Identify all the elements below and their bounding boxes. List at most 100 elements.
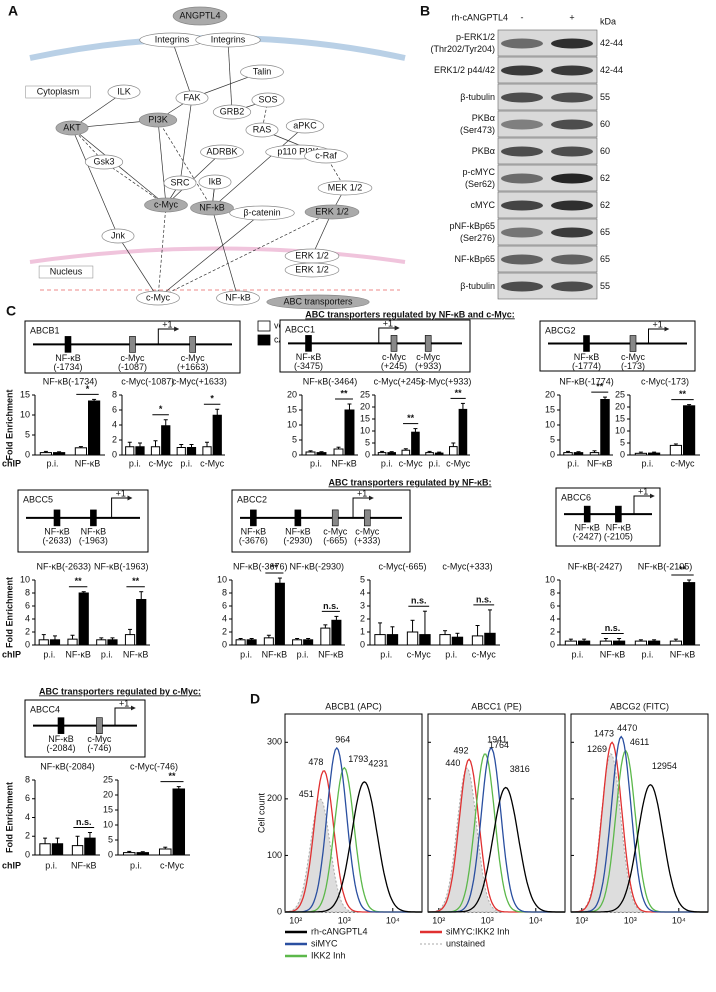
bar (406, 631, 419, 646)
bar (88, 400, 101, 456)
error-bar (249, 638, 254, 640)
tss-arrow (111, 495, 133, 518)
sig-label: ** (340, 388, 348, 398)
error-bar (336, 446, 341, 449)
group-label: c-Myc (472, 649, 496, 659)
kda-label: 42-44 (600, 38, 623, 48)
bar (53, 452, 66, 456)
histogram-curve (285, 746, 422, 913)
y-tick-label: 10 (20, 574, 30, 584)
gene-box (24, 699, 146, 758)
group-label: p.i. (641, 458, 653, 468)
bar (425, 452, 434, 456)
group-label: c-Myc (446, 458, 470, 468)
bar (344, 409, 355, 456)
binding-site (57, 717, 65, 734)
y-axis-label: Cell count (256, 792, 266, 833)
error-bar (652, 639, 657, 642)
chart-title: c-Myc(+333) (442, 561, 492, 571)
bar (303, 639, 314, 646)
mfi-label: 964 (335, 734, 350, 744)
group-label: p.i. (380, 649, 392, 659)
sig-label: * (86, 384, 90, 394)
pathway-arrow (71, 127, 119, 237)
site-position: (-1963) (79, 535, 108, 545)
group-label: p.i. (445, 649, 457, 659)
mfi-label: 1793 (348, 754, 368, 764)
binding-site (96, 717, 103, 734)
error-bar (334, 615, 339, 621)
mfi-label: 1764 (489, 740, 509, 750)
gene-name: ABCG2 (545, 325, 576, 335)
x-tick-label: 10³ (481, 915, 494, 925)
error-bar (127, 850, 132, 853)
bar (212, 414, 222, 456)
error-bar (602, 396, 607, 400)
error-bar (43, 450, 48, 453)
binding-site (331, 509, 339, 527)
bar (39, 452, 52, 456)
site-position: (-2930) (283, 535, 312, 545)
y-tick-label: 5 (360, 574, 365, 584)
bar (136, 852, 150, 856)
sig-label: * (210, 394, 214, 404)
site-factor: NF-κB (241, 526, 267, 536)
gene-name: ABCC1 (285, 324, 315, 334)
error-bar (266, 634, 271, 638)
chart-title: NF-κB(-2427) (568, 561, 623, 571)
chart-title: NF-κB(-2105) (638, 561, 693, 571)
y-tick-label: 25 (360, 389, 370, 399)
bar (634, 640, 647, 646)
error-bar (75, 835, 80, 846)
bar (172, 788, 186, 856)
panel-letter: D (250, 691, 260, 707)
error-bar (140, 851, 145, 853)
group-label: p.i. (310, 458, 322, 468)
y-tick-label: 20 (287, 389, 297, 399)
blot-label: ERK1/2 p44/42 (434, 65, 495, 75)
sig-label: n.s. (76, 817, 92, 827)
y-tick-label: 2 (550, 626, 555, 636)
pathway-node (304, 204, 360, 220)
bar (150, 446, 161, 456)
error-bar (43, 837, 48, 844)
x-tick-label: 10² (289, 915, 302, 925)
y-tick-label: 0 (112, 449, 117, 459)
pathway-node (84, 154, 124, 170)
histogram-curve (571, 735, 708, 913)
site-position: (-2633) (42, 535, 71, 545)
group-label: c-Myc (160, 860, 184, 870)
blot-band (501, 65, 543, 76)
chart-title: NF-κB(-2633) (36, 561, 91, 571)
tss-label: +1 (162, 319, 172, 329)
kda-label: 65 (600, 254, 610, 264)
site-factor: NF-κB (44, 526, 70, 536)
error-bar (308, 450, 313, 452)
section-heading: ABC transporters regulated by NF-κB: (328, 477, 491, 487)
pathway-arrow (157, 119, 168, 206)
sig-label: n.s. (411, 596, 427, 606)
site-factor: NF-κB (55, 353, 81, 363)
site-factor: c-Myc (382, 352, 406, 362)
y-tick-label: 0 (222, 639, 227, 649)
plot-title: ABCG2 (FITC) (610, 701, 669, 711)
group-label: NF-κB (71, 860, 97, 870)
error-bar (87, 832, 92, 839)
error-bar (70, 634, 75, 640)
blot-label: p-cMYC (462, 167, 495, 177)
error-bar (55, 837, 60, 844)
blot-label: β-tubulin (460, 281, 495, 291)
kda-label: 65 (600, 227, 610, 237)
chart-title: c-Myc(-746) (130, 761, 178, 771)
section-heading: ABC transporters regulated by NF-κB and … (305, 309, 515, 319)
blot-label: pNF-kBp65 (449, 221, 495, 231)
y-tick-label: 4 (112, 419, 117, 429)
blot-label: cMYC (471, 200, 496, 210)
x-tick-label: 10² (575, 915, 588, 925)
mfi-label: 4231 (368, 758, 388, 768)
y-tick-label: 5 (25, 429, 30, 439)
blot-band (551, 146, 593, 157)
bar (122, 852, 136, 856)
pathway-node (285, 118, 325, 134)
pathway-node (266, 294, 370, 310)
